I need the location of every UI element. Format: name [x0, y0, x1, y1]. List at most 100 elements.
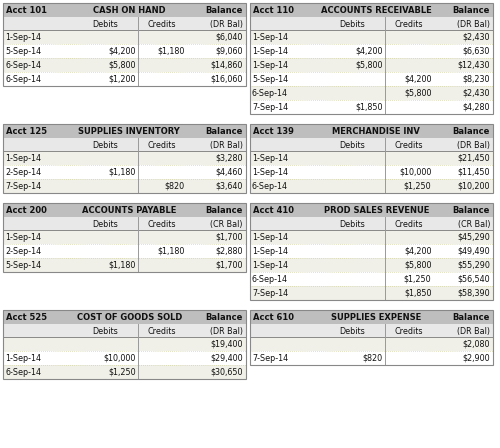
Text: 2-Sep-14: 2-Sep-14	[5, 246, 41, 255]
Text: $1,180: $1,180	[108, 260, 136, 270]
Text: CASH ON HAND: CASH ON HAND	[93, 6, 166, 15]
Text: $1,250: $1,250	[404, 181, 431, 190]
Bar	[3, 124, 246, 193]
Text: Debits: Debits	[92, 327, 118, 336]
Bar	[250, 324, 493, 337]
Text: MERCHANDISE INV: MERCHANDISE INV	[332, 127, 420, 136]
Bar	[250, 286, 493, 300]
Text: $1,180: $1,180	[108, 168, 136, 177]
Text: $5,800: $5,800	[108, 60, 136, 69]
Text: Balance: Balance	[206, 206, 243, 215]
Bar	[250, 310, 493, 324]
Bar	[3, 230, 246, 244]
Text: Debits: Debits	[339, 220, 365, 228]
Text: $3,280: $3,280	[216, 154, 243, 163]
Text: COST OF GOODS SOLD: COST OF GOODS SOLD	[76, 313, 182, 322]
Text: 7-Sep-14: 7-Sep-14	[252, 289, 288, 297]
Bar	[3, 324, 246, 337]
Text: $4,280: $4,280	[462, 103, 490, 112]
Bar	[250, 217, 493, 230]
Text: $2,900: $2,900	[462, 353, 490, 362]
Text: PROD SALES REVENUE: PROD SALES REVENUE	[324, 206, 429, 215]
Text: Balance: Balance	[206, 6, 243, 15]
Text: $12,430: $12,430	[458, 60, 490, 69]
Bar	[250, 337, 493, 351]
Text: SUPPLIES EXPENSE: SUPPLIES EXPENSE	[331, 313, 422, 322]
Text: $1,250: $1,250	[108, 367, 136, 376]
Bar	[250, 258, 493, 272]
Text: 7-Sep-14: 7-Sep-14	[252, 103, 288, 112]
Text: $1,180: $1,180	[157, 246, 184, 255]
Bar	[3, 17, 246, 30]
Text: $21,450: $21,450	[458, 154, 490, 163]
Text: 1-Sep-14: 1-Sep-14	[252, 233, 288, 241]
Text: $1,180: $1,180	[157, 47, 184, 56]
Text: $4,200: $4,200	[404, 74, 431, 83]
Bar	[250, 151, 493, 165]
Bar	[250, 179, 493, 193]
Bar	[3, 365, 246, 379]
Text: 5-Sep-14: 5-Sep-14	[5, 47, 41, 56]
Text: $2,080: $2,080	[462, 340, 490, 349]
Bar	[250, 3, 493, 114]
Text: $2,430: $2,430	[462, 89, 490, 98]
Text: Acct 525: Acct 525	[6, 313, 47, 322]
Text: Acct 139: Acct 139	[253, 127, 294, 136]
Bar	[3, 310, 246, 324]
Bar	[250, 44, 493, 58]
Text: Debits: Debits	[92, 220, 118, 228]
Text: 5-Sep-14: 5-Sep-14	[5, 260, 41, 270]
Text: Credits: Credits	[395, 141, 424, 150]
Text: $10,000: $10,000	[399, 168, 432, 177]
Text: Balance: Balance	[452, 206, 490, 215]
Text: $1,850: $1,850	[356, 103, 383, 112]
Text: $4,200: $4,200	[108, 47, 136, 56]
Text: 7-Sep-14: 7-Sep-14	[5, 181, 41, 190]
Bar	[250, 86, 493, 100]
Text: SUPPLIES INVENTORY: SUPPLIES INVENTORY	[78, 127, 180, 136]
Bar	[250, 203, 493, 300]
Text: Acct 610: Acct 610	[253, 313, 294, 322]
Text: $5,800: $5,800	[404, 260, 431, 270]
Bar	[3, 351, 246, 365]
Bar	[250, 17, 493, 30]
Bar	[250, 3, 493, 17]
Text: $55,290: $55,290	[457, 260, 490, 270]
Text: Balance: Balance	[452, 6, 490, 15]
Text: Balance: Balance	[452, 127, 490, 136]
Text: (CR Bal): (CR Bal)	[458, 220, 490, 228]
Text: $49,490: $49,490	[458, 246, 490, 255]
Text: Credits: Credits	[395, 327, 424, 336]
Bar	[3, 30, 246, 44]
Text: $4,200: $4,200	[356, 47, 383, 56]
Text: $10,000: $10,000	[104, 353, 136, 362]
Bar	[250, 203, 493, 217]
Text: $4,460: $4,460	[216, 168, 243, 177]
Text: 5-Sep-14: 5-Sep-14	[252, 74, 288, 83]
Text: 7-Sep-14: 7-Sep-14	[252, 353, 288, 362]
Bar	[3, 179, 246, 193]
Bar	[250, 30, 493, 44]
Text: Acct 410: Acct 410	[253, 206, 294, 215]
Text: Debits: Debits	[339, 141, 365, 150]
Bar	[3, 138, 246, 151]
Text: $820: $820	[164, 181, 184, 190]
Text: Acct 110: Acct 110	[253, 6, 294, 15]
Text: $2,880: $2,880	[216, 246, 243, 255]
Text: 1-Sep-14: 1-Sep-14	[5, 33, 41, 42]
Text: (DR Bal): (DR Bal)	[210, 20, 243, 29]
Text: Balance: Balance	[206, 313, 243, 322]
Bar	[250, 72, 493, 86]
Text: 6-Sep-14: 6-Sep-14	[252, 89, 288, 98]
Text: $9,060: $9,060	[216, 47, 243, 56]
Text: (DR Bal): (DR Bal)	[210, 327, 243, 336]
Bar	[250, 310, 493, 365]
Bar	[3, 244, 246, 258]
Text: 1-Sep-14: 1-Sep-14	[5, 233, 41, 241]
Text: (DR Bal): (DR Bal)	[210, 141, 243, 150]
Bar	[250, 272, 493, 286]
Text: 1-Sep-14: 1-Sep-14	[5, 353, 41, 362]
Text: Credits: Credits	[395, 220, 424, 228]
Text: 6-Sep-14: 6-Sep-14	[5, 60, 41, 69]
Bar	[250, 244, 493, 258]
